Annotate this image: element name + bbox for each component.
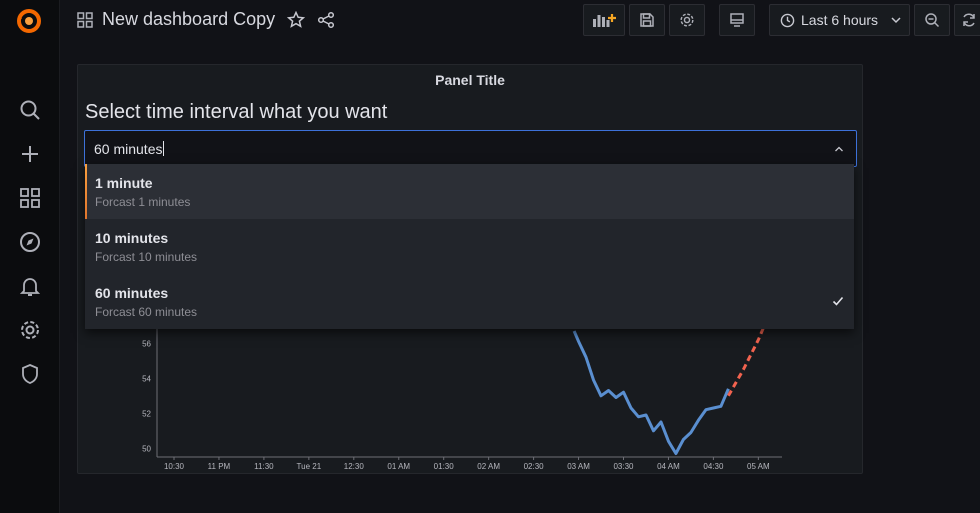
option-label: 10 minutes xyxy=(95,230,169,246)
interval-select[interactable]: 60 minutes xyxy=(84,130,857,167)
dashboard-title[interactable]: New dashboard Copy xyxy=(102,9,276,29)
option-label: 1 minute xyxy=(95,175,153,191)
option-10-minutes[interactable]: 10 minutes Forcast 10 minutes xyxy=(85,219,854,274)
dashboards-icon[interactable] xyxy=(18,186,42,210)
option-1-minute[interactable]: 1 minute Forcast 1 minutes xyxy=(85,164,854,219)
dashboard-navbar: New dashboard Copy Last 6 hours xyxy=(60,0,980,42)
panel-title[interactable]: Panel Title xyxy=(435,72,505,88)
dashboard-settings-button[interactable] xyxy=(669,4,705,36)
dashboard-grid-icon xyxy=(77,12,93,28)
side-menu xyxy=(0,0,60,513)
compass-icon[interactable] xyxy=(18,230,42,254)
add-panel-button[interactable] xyxy=(583,4,625,36)
option-60-minutes[interactable]: 60 minutes Forcast 60 minutes xyxy=(85,274,854,329)
interval-select-value: 60 minutes xyxy=(94,141,163,157)
shield-icon[interactable] xyxy=(18,362,42,386)
zoom-out-button[interactable] xyxy=(914,4,950,36)
option-description: Forcast 60 minutes xyxy=(95,305,198,319)
star-icon[interactable] xyxy=(286,10,306,30)
interval-question-label: Select time interval what you want xyxy=(85,101,388,123)
time-range-label: Last 6 hours xyxy=(801,12,879,28)
text-caret xyxy=(163,141,165,156)
clock-icon xyxy=(780,13,795,28)
interval-dropdown-menu: 1 minute Forcast 1 minutes 10 minutes Fo… xyxy=(85,164,854,329)
save-dashboard-button[interactable] xyxy=(629,4,665,36)
plus-icon[interactable] xyxy=(18,142,42,166)
chevron-down-icon xyxy=(891,15,901,25)
check-icon xyxy=(832,294,844,306)
gear-icon[interactable] xyxy=(18,318,42,342)
search-icon[interactable] xyxy=(18,98,42,122)
bell-icon[interactable] xyxy=(18,274,42,298)
tv-mode-button[interactable] xyxy=(719,4,755,36)
grafana-logo-icon[interactable] xyxy=(14,6,44,36)
option-description: Forcast 10 minutes xyxy=(95,250,198,264)
refresh-button[interactable] xyxy=(954,4,980,36)
option-label: 60 minutes xyxy=(95,285,169,301)
time-picker-button[interactable]: Last 6 hours xyxy=(769,4,910,36)
share-icon[interactable] xyxy=(316,10,336,30)
chevron-up-icon[interactable] xyxy=(833,142,845,154)
option-description: Forcast 1 minutes xyxy=(95,195,191,209)
